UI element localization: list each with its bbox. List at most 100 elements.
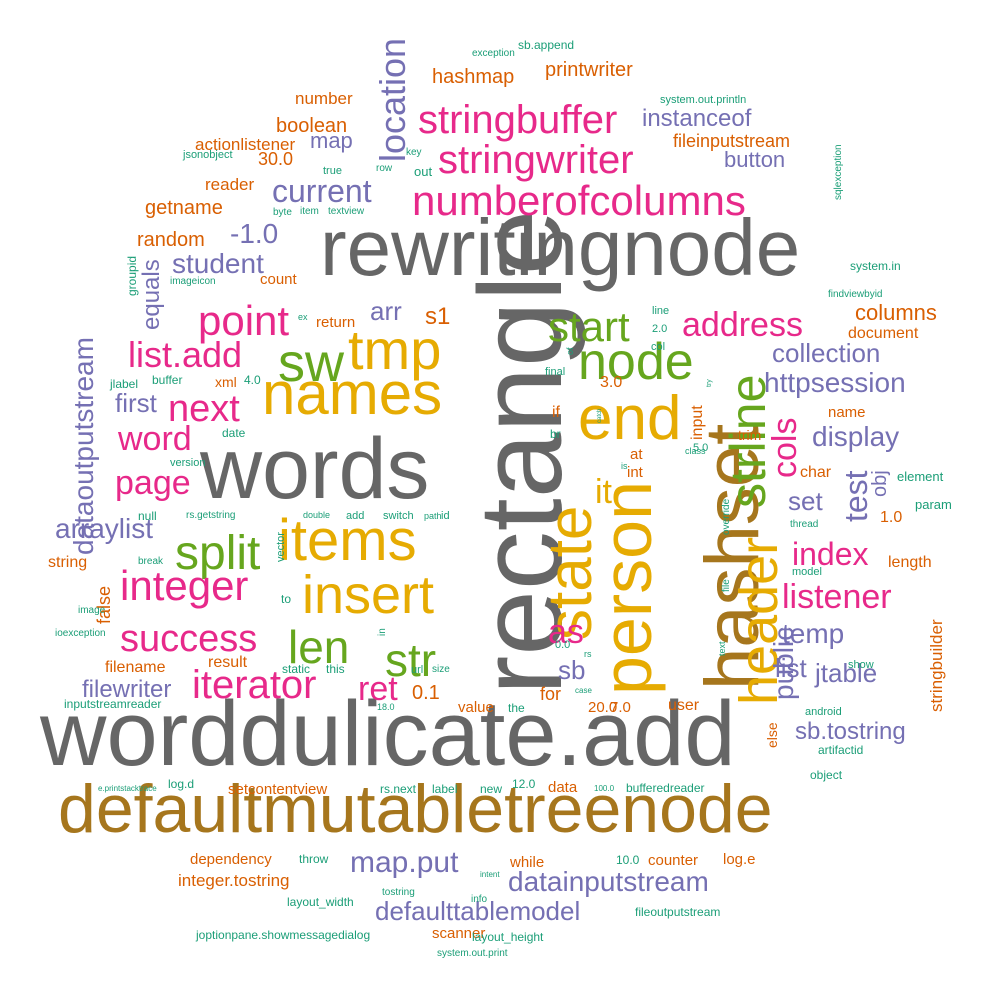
word-3-0: 3.0 bbox=[600, 374, 623, 391]
word-trim: trim bbox=[738, 427, 762, 443]
word-100-0: 100.0 bbox=[594, 784, 615, 793]
word-null: null bbox=[138, 509, 157, 523]
word-0-1: 0.1 bbox=[412, 682, 440, 704]
word-tmp: tmp bbox=[348, 318, 442, 381]
word-success: success bbox=[120, 618, 258, 660]
word-sb-append: sb.append bbox=[518, 38, 575, 52]
word-len: len bbox=[288, 621, 350, 673]
word-integer: integer bbox=[120, 562, 249, 609]
word-while: while bbox=[510, 854, 545, 871]
word-page: page bbox=[115, 464, 191, 502]
word-point: point bbox=[198, 297, 290, 344]
word-number: number bbox=[295, 89, 353, 108]
word-data: data bbox=[548, 779, 578, 796]
word-equals: equals bbox=[138, 259, 165, 330]
word-object: object bbox=[810, 768, 843, 782]
word-sb: sb bbox=[558, 655, 586, 685]
word-arraylist: arraylist bbox=[55, 513, 154, 544]
word-info: info bbox=[471, 894, 488, 905]
word-end: end bbox=[578, 384, 682, 453]
word-thread: thread bbox=[790, 519, 819, 530]
word-rs-getstring: rs.getstring bbox=[186, 510, 236, 521]
word-getname: getname bbox=[145, 197, 223, 219]
word-fileinputstream: fileinputstream bbox=[673, 131, 791, 151]
word-4-0: 4.0 bbox=[244, 373, 261, 387]
word-switch: switch bbox=[383, 510, 414, 522]
word-findviewbyid: findviewbyid bbox=[828, 289, 883, 300]
word-button: button bbox=[724, 147, 786, 172]
word-1-0: 1.0 bbox=[880, 509, 903, 526]
word-list: list bbox=[775, 653, 807, 683]
word-the: the bbox=[508, 701, 525, 715]
word-override: override bbox=[721, 498, 732, 535]
word-else: else bbox=[764, 722, 780, 748]
word-layout-height: layout_height bbox=[472, 930, 544, 944]
word-ioexception: ioexception bbox=[55, 628, 106, 639]
word-param: param bbox=[915, 497, 952, 512]
word-is: is bbox=[621, 461, 628, 471]
word-xml: xml bbox=[215, 374, 237, 390]
word-this: this bbox=[326, 662, 345, 676]
word-columns: columns bbox=[855, 300, 937, 325]
word-s1: s1 bbox=[425, 303, 451, 330]
word-set: set bbox=[788, 486, 823, 516]
word-document: document bbox=[848, 325, 919, 342]
word-display: display bbox=[812, 421, 900, 452]
word-joptionpane-showmessagedialog: joptionpane.showmessagedialog bbox=[196, 928, 371, 942]
word-obj: obj bbox=[869, 470, 891, 497]
word-stringwriter: stringwriter bbox=[438, 138, 634, 182]
word-integer-tostring: integer.tostring bbox=[178, 871, 290, 890]
word-break: break bbox=[138, 556, 164, 567]
word-imageicon: imageicon bbox=[170, 276, 216, 287]
word-size: size bbox=[432, 664, 450, 675]
word-of: of bbox=[565, 347, 575, 355]
word-try: try bbox=[706, 379, 713, 387]
word-node: node bbox=[578, 333, 694, 391]
word-12-0: 12.0 bbox=[512, 777, 536, 791]
word-add: add bbox=[346, 510, 365, 522]
word-dependency: dependency bbox=[190, 851, 272, 868]
word-new: new bbox=[480, 782, 503, 796]
word-user: user bbox=[668, 697, 700, 714]
word-jlabel: jlabel bbox=[110, 377, 139, 391]
word-setcontentview: setcontentview bbox=[228, 781, 328, 798]
word-at: at bbox=[630, 446, 643, 463]
word-actionlistener: actionlistener bbox=[195, 135, 296, 154]
word-in: in bbox=[377, 628, 388, 636]
word-case: case bbox=[575, 686, 592, 695]
word-httpsession: httpsession bbox=[764, 367, 906, 398]
word-layout-width: layout_width bbox=[287, 895, 354, 909]
word-sqlexception: sqlexception bbox=[833, 144, 844, 200]
word-double: double bbox=[303, 510, 331, 520]
word-printwriter: printwriter bbox=[545, 59, 633, 81]
word-boolean: boolean bbox=[276, 115, 348, 137]
word-sw: sw bbox=[278, 333, 344, 393]
word-value: value bbox=[458, 699, 494, 716]
word-hashmap: hashmap bbox=[432, 66, 515, 88]
word-id: id bbox=[441, 510, 450, 522]
word-true: true bbox=[323, 165, 342, 177]
word-address: address bbox=[682, 306, 803, 344]
word-stringbuilder: stringbuilder bbox=[927, 619, 946, 712]
word-it: it bbox=[595, 473, 612, 511]
word-e-printstacktrace: e.printstacktrace bbox=[98, 784, 157, 793]
word-buffer: buffer bbox=[152, 373, 183, 387]
word-map-put: map.put bbox=[350, 846, 459, 879]
word-date: date bbox=[222, 426, 246, 440]
word-as: as bbox=[548, 613, 584, 651]
word-names: names bbox=[262, 360, 443, 427]
word-exception: exception bbox=[472, 48, 515, 59]
word-throw: throw bbox=[299, 852, 329, 866]
word-insert: insert bbox=[302, 565, 435, 625]
word-item: item bbox=[300, 206, 319, 217]
word-datainputstream: datainputstream bbox=[508, 866, 709, 897]
word-10-0: 10.0 bbox=[616, 853, 640, 867]
word-result: result bbox=[208, 654, 248, 671]
word-line: line bbox=[652, 305, 670, 317]
word-bufferedreader: bufferedreader bbox=[626, 781, 705, 795]
word-defaultmutabletreenode: defaultmutabletreenode bbox=[58, 771, 773, 847]
word-items: items bbox=[278, 508, 417, 573]
word-arr: arr bbox=[370, 296, 402, 326]
word-log-d: log.d bbox=[168, 777, 195, 791]
